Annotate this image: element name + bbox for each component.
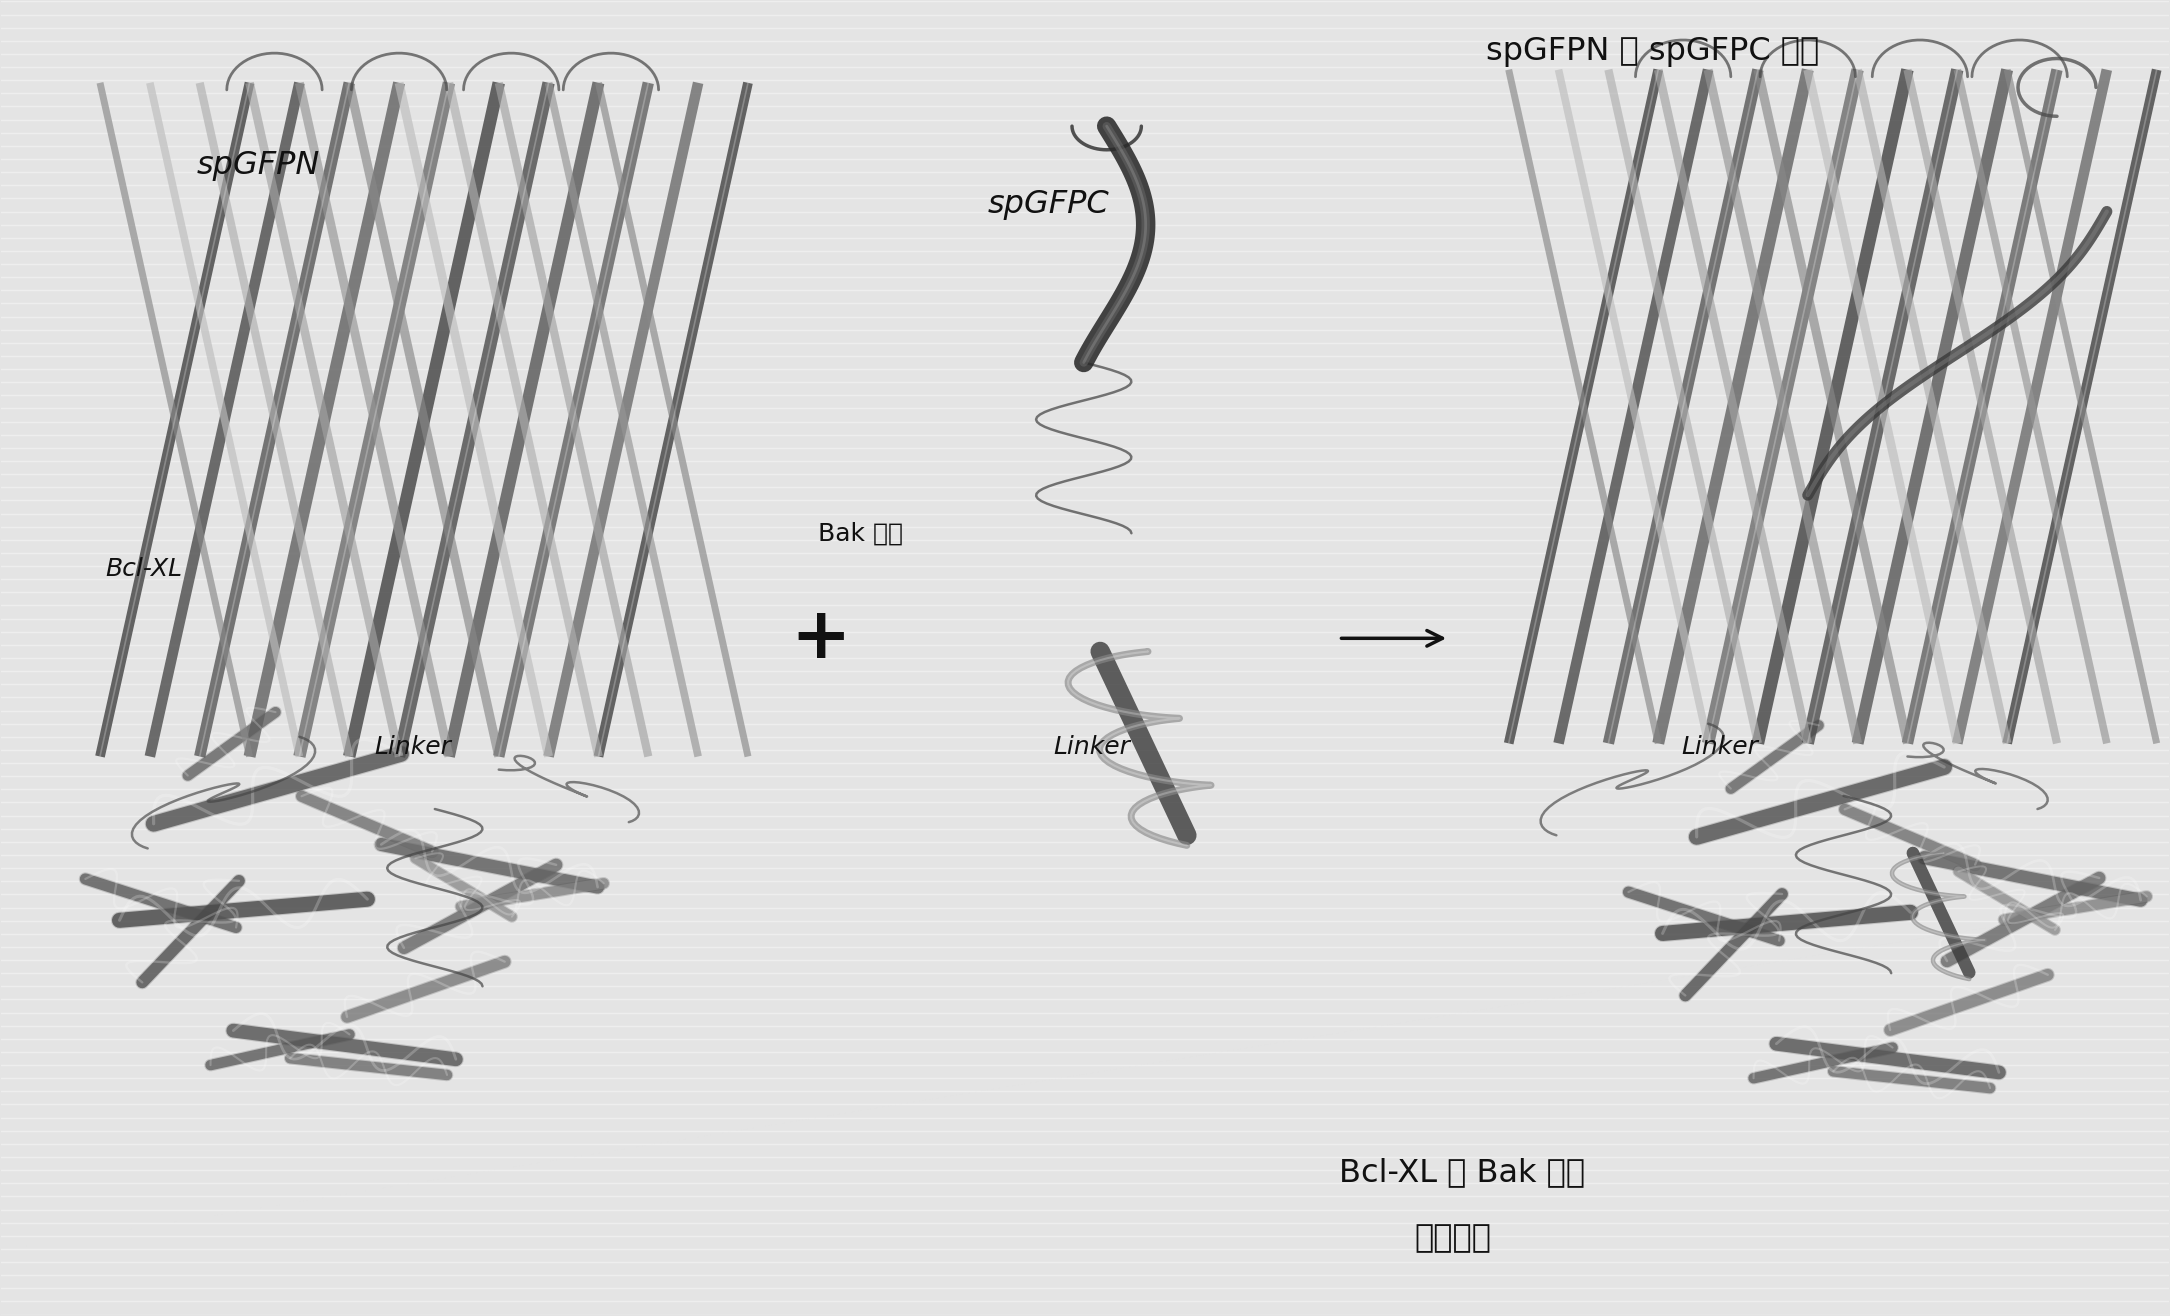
Text: 相互作用: 相互作用 [1415, 1223, 1491, 1254]
Text: Linker: Linker [375, 736, 451, 759]
Text: Bak 多肽: Bak 多肽 [818, 521, 903, 545]
Text: spGFPC: spGFPC [987, 190, 1109, 221]
Text: Bcl-XL 与 Bak 蛋白: Bcl-XL 与 Bak 蛋白 [1339, 1157, 1584, 1188]
Text: spGFPN 与 spGFPC 结合: spGFPN 与 spGFPC 结合 [1486, 36, 1818, 67]
Text: Linker: Linker [1682, 736, 1758, 759]
Text: Linker: Linker [1052, 736, 1131, 759]
Text: Bcl-XL: Bcl-XL [106, 557, 182, 580]
Text: spGFPN: spGFPN [197, 150, 319, 182]
Text: +: + [790, 604, 851, 672]
